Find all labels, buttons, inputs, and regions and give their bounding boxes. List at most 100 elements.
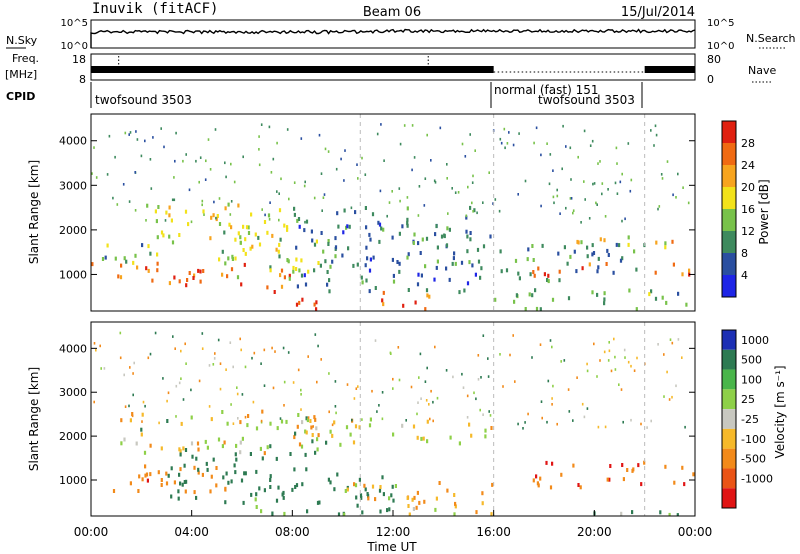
heatmap-cell-r8 (606, 248, 609, 253)
heatmap-cell-r5 (426, 293, 429, 298)
power-colorbar-swatch (722, 275, 736, 297)
scatter-cell (128, 133, 130, 136)
heatmap-cell-r3 (234, 237, 237, 242)
heatmap-cell-r6 (303, 273, 306, 278)
scatter-cell (474, 149, 476, 152)
scatter-cell (461, 372, 463, 376)
nsky-tick-bottom: 10^0 (61, 41, 88, 52)
heatmap-cell-r3 (255, 505, 258, 509)
heatmap-cell-r6 (401, 224, 404, 229)
heatmap-cell-r7 (489, 234, 492, 239)
scatter-cell (317, 344, 319, 348)
scatter-cell (230, 200, 233, 203)
scatter-cell (99, 344, 101, 348)
heatmap-cell-r10 (665, 300, 668, 305)
scatter-cell (391, 190, 393, 193)
heatmap-cell-r0 (243, 262, 246, 267)
scatter-cell (621, 172, 623, 176)
scatter-cell (258, 135, 260, 138)
heatmap-cell-r0 (197, 470, 200, 475)
heatmap-cell-r6 (469, 205, 472, 210)
scatter-cell (636, 356, 638, 360)
heatmap-cell-r7 (539, 476, 542, 481)
freq-band-2 (644, 66, 695, 73)
heatmap-cell-r7 (632, 467, 635, 472)
scatter-cell (559, 212, 561, 215)
heatmap-cell-r2 (227, 480, 230, 485)
heatmap-cell-r6 (398, 231, 401, 236)
heatmap-cell-r6 (336, 211, 339, 216)
scatter-cell (292, 381, 295, 384)
heatmap-cell-r6 (369, 237, 372, 242)
scatter-cell (462, 386, 465, 389)
heatmap-cell-r6 (365, 278, 368, 283)
scatter-cell (208, 364, 211, 367)
heatmap-cell-r3 (318, 500, 321, 505)
heatmap-cell-r6 (391, 257, 394, 262)
heatmap-cell-r10 (528, 292, 531, 297)
heatmap-cell-r6 (453, 251, 456, 256)
scatter-cell (230, 403, 232, 406)
heatmap-cell-r4 (298, 442, 302, 447)
heatmap-cell-r6 (352, 263, 355, 268)
heatmap-cell-r5 (394, 484, 397, 488)
scatter-cell (514, 380, 516, 383)
scatter-cell (381, 391, 384, 394)
heatmap-cell-r5 (423, 499, 426, 504)
scatter-cell (549, 153, 552, 156)
scatter-cell (556, 188, 558, 192)
scatter-cell (350, 206, 353, 210)
heatmap-cell-r1 (123, 437, 126, 442)
scatter-cell (304, 220, 306, 224)
heatmap-cell-r2 (212, 213, 215, 218)
heatmap-cell-r3 (358, 477, 361, 482)
power-colorbar-tick: 8 (741, 247, 748, 260)
heatmap-cell-r5 (412, 507, 415, 511)
heatmap-cell-r9 (688, 268, 691, 273)
heatmap-cell-r3 (283, 511, 286, 516)
heatmap-cell-r1 (293, 435, 296, 440)
heatmap-cell-r7 (640, 482, 643, 487)
heatmap-cell-r1 (180, 421, 183, 426)
heatmap-cell-r2 (156, 235, 159, 240)
heatmap-cell-r7 (466, 234, 469, 239)
heatmap-cell-r3 (388, 507, 391, 512)
scatter-cell (607, 359, 610, 362)
heatmap-cell-r3 (359, 493, 363, 498)
scatter-cell (434, 345, 436, 349)
heatmap-cell-r6 (310, 229, 313, 234)
scatter-cell (244, 365, 247, 369)
heatmap-cell-r7 (482, 244, 486, 249)
heatmap-cell-r2 (275, 498, 279, 503)
heatmap-cell-r1 (204, 439, 207, 444)
scatter-cell (461, 142, 464, 146)
scatter-cell (657, 207, 659, 211)
heatmap-cell-r6 (380, 226, 383, 231)
heatmap-cell-r4 (422, 436, 425, 441)
freq-band-1 (91, 66, 494, 73)
scatter-cell (522, 427, 524, 430)
scatter-cell (144, 139, 146, 143)
scatter-cell (640, 422, 642, 426)
scatter-cell (236, 392, 239, 396)
heatmap-cell-r8 (591, 252, 594, 257)
cpid-label: CPID (6, 90, 35, 103)
heatmap-cell-r6 (368, 289, 371, 294)
heatmap-cell-r6 (435, 265, 438, 270)
scatter-cell (502, 385, 504, 388)
heatmap-cell-r0 (226, 274, 229, 279)
power-colorbar-tick: 28 (741, 137, 755, 150)
velocity-colorbar-label: Velocity [m s⁻¹] (773, 365, 787, 458)
scatter-cell (134, 209, 137, 212)
scatter-cell (178, 381, 181, 385)
heatmap-cell-r6 (433, 277, 436, 282)
heatmap-cell-r4 (315, 426, 318, 431)
scatter-cell (439, 126, 442, 130)
scatter-cell (214, 352, 216, 355)
scatter-cell (500, 141, 503, 145)
scatter-cell (413, 156, 416, 159)
scatter-cell (356, 163, 358, 166)
heatmap-cell-r7 (419, 251, 422, 255)
heatmap-cell-r7 (537, 483, 540, 488)
scatter-cell (397, 346, 400, 349)
